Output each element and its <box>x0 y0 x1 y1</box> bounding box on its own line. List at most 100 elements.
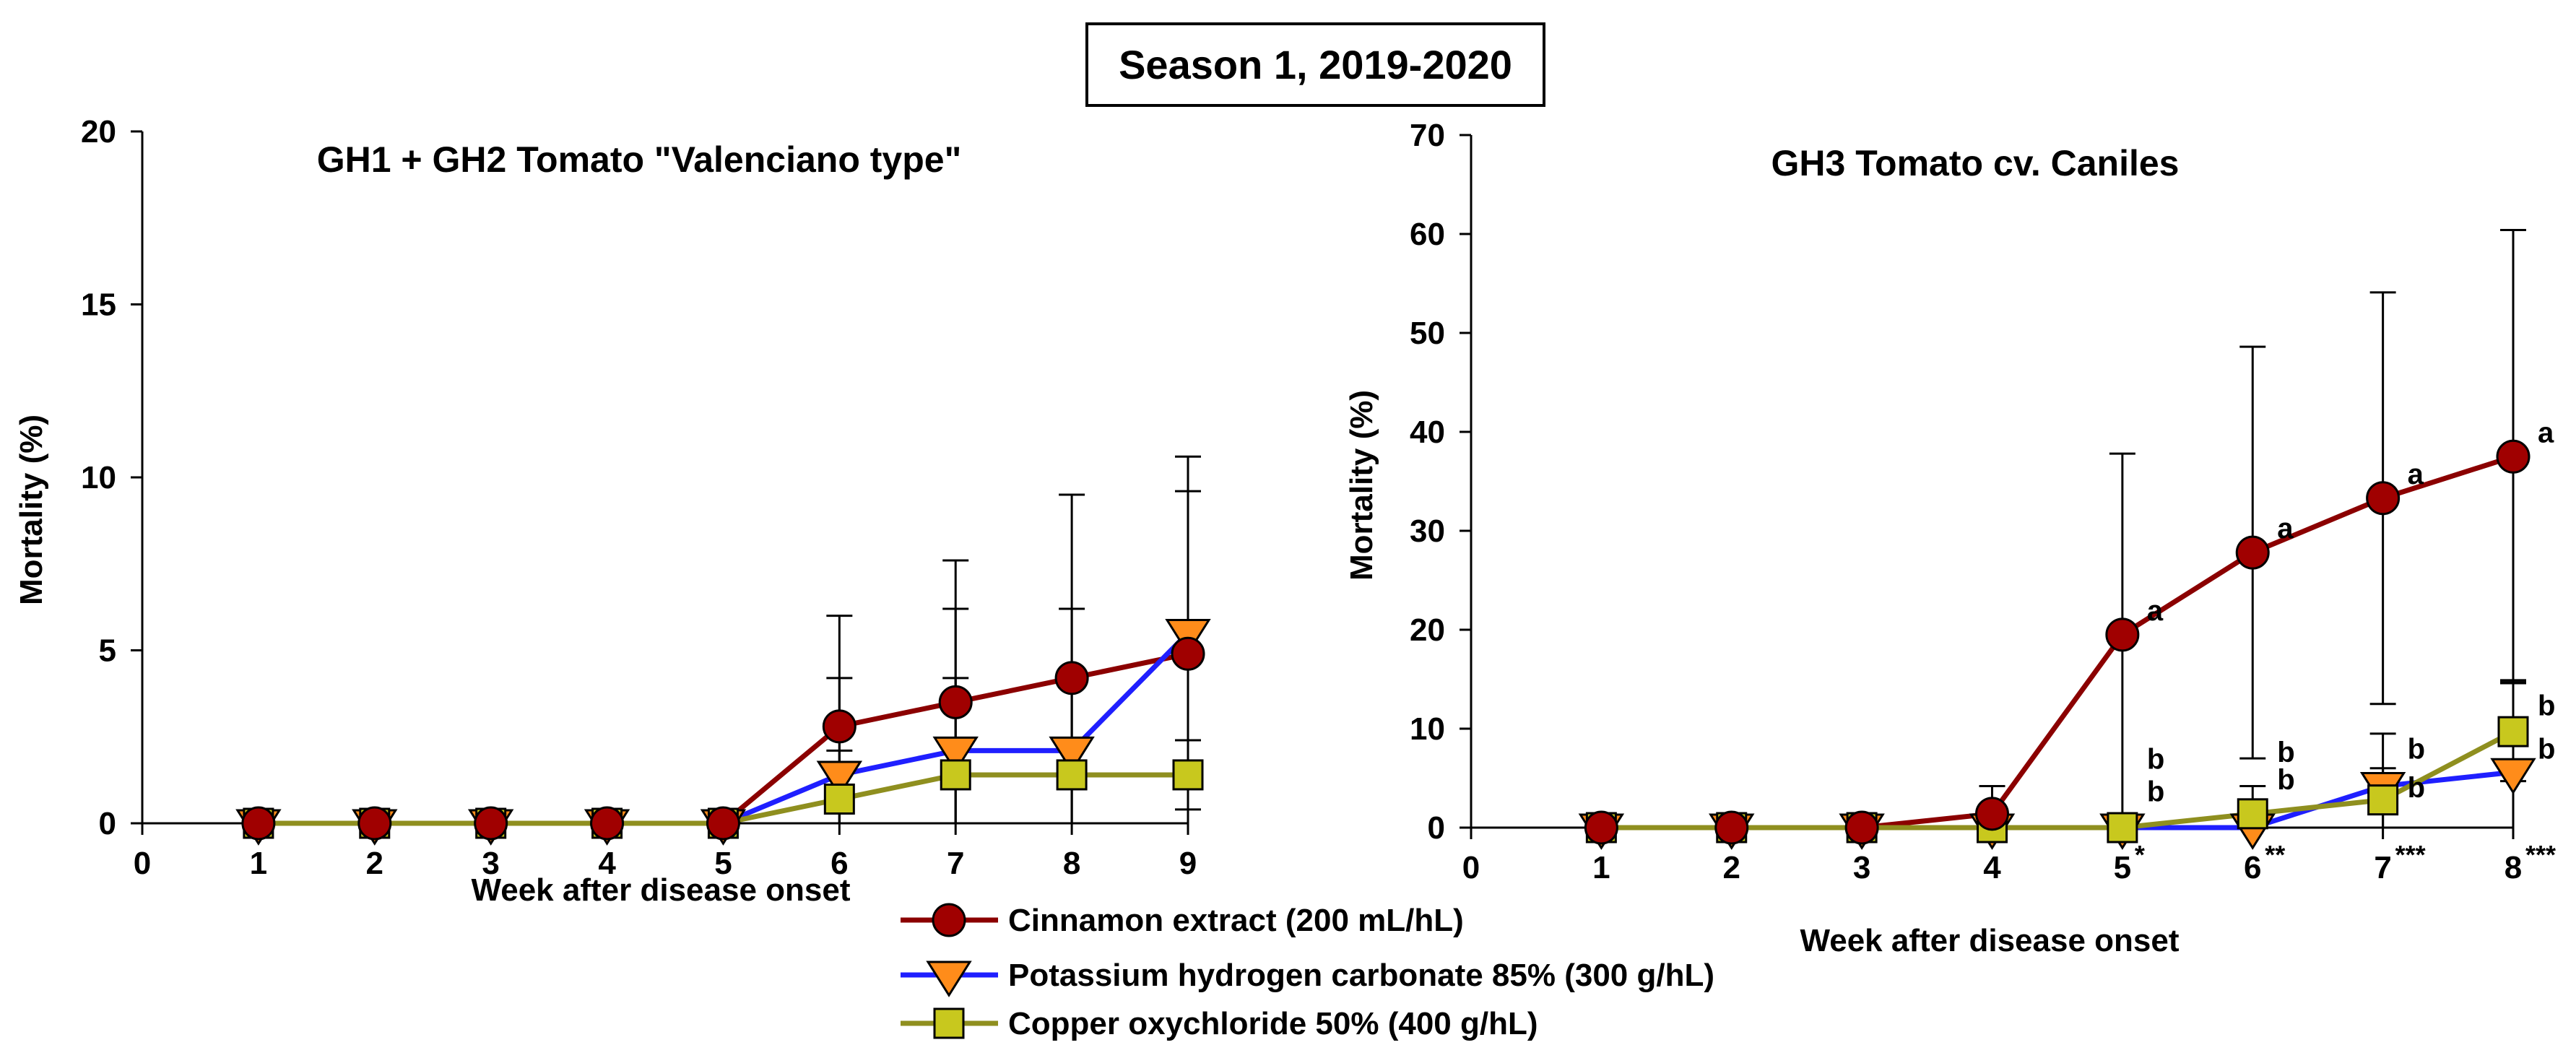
x-tick-label: 2 <box>366 846 383 881</box>
data-point <box>1165 619 1211 656</box>
x-tick-label: 0 <box>1462 850 1480 885</box>
significance-letter: a <box>2147 595 2164 627</box>
significance-letter: b <box>2277 737 2294 768</box>
chart-title: GH1 + GH2 Tomato "Valenciano type" <box>317 139 962 180</box>
data-point <box>357 806 392 841</box>
x-axis-title: Week after disease onset <box>1800 923 2180 958</box>
data-point <box>2366 481 2401 516</box>
y-tick-label: 0 <box>1428 810 1445 846</box>
data-point <box>706 806 740 841</box>
suptitle-text: Season 1, 2019-2020 <box>1119 42 1512 87</box>
x-tick-label: 4 <box>598 846 616 881</box>
legend: Cinnamon extract (200 mL/hL) Potassium hy… <box>901 903 1714 1041</box>
y-axis-title: Mortality (%) <box>14 415 49 605</box>
y-tick-label: 60 <box>1410 217 1445 252</box>
series-layer <box>235 455 1211 846</box>
x-tick-significance: ** <box>2265 840 2285 870</box>
x-tick-label: 2 <box>1723 850 1740 885</box>
x-tick-significance: *** <box>2395 840 2426 870</box>
data-point <box>2107 812 2138 844</box>
data-point <box>932 736 979 773</box>
data-point <box>2490 758 2536 795</box>
data-point <box>1171 636 1205 671</box>
y-tick-label: 40 <box>1410 415 1445 450</box>
suptitle-box: Season 1, 2019-2020 <box>1085 22 1545 107</box>
data-point <box>1056 759 1088 791</box>
y-tick-label: 50 <box>1410 316 1445 351</box>
legend-marker <box>933 1007 965 1039</box>
data-point <box>1714 810 1749 845</box>
significance-letter: a <box>2538 417 2554 448</box>
x-tick-label: 3 <box>1853 850 1870 885</box>
data-point <box>2497 716 2529 747</box>
significance-letter: a <box>2408 459 2424 490</box>
x-tick-label: 5 <box>2114 850 2131 885</box>
axis-ticks: 0 5 10 15 20 0 1 2 3 4 5 6 7 8 9 <box>81 114 1197 881</box>
x-tick-label: 7 <box>947 846 964 881</box>
y-tick-label: 20 <box>1410 612 1445 648</box>
legend-label: Cinnamon extract (200 mL/hL) <box>1008 903 1464 938</box>
chart-gh1-gh2: GH1 + GH2 Tomato "Valenciano type" Morta… <box>14 114 1211 908</box>
x-tick-label: 6 <box>831 846 848 881</box>
x-tick-label: 8 <box>2505 850 2522 885</box>
legend-label: Copper oxychloride 50% (400 g/hL) <box>1008 1006 1538 1041</box>
significance-letter: b <box>2538 734 2555 766</box>
data-point <box>2367 784 2399 816</box>
data-point <box>1172 759 1204 791</box>
significance-letter: b <box>2147 776 2164 808</box>
significance-letter: b <box>2147 743 2164 775</box>
y-tick-label: 70 <box>1410 118 1445 153</box>
legend-marker <box>926 961 972 997</box>
significance-letter: b <box>2277 764 2294 796</box>
data-point <box>590 806 625 841</box>
x-tick-label: 4 <box>1983 850 2001 885</box>
data-point <box>823 783 855 815</box>
significance-letter: b <box>2408 772 2425 804</box>
series-line <box>258 631 1190 826</box>
x-tick-label: 9 <box>1179 846 1197 881</box>
legend-label: Potassium hydrogen carbonate 85% (300 g/… <box>1008 958 1714 993</box>
significance-letter: b <box>2538 690 2555 721</box>
x-tick-label: 1 <box>250 846 267 881</box>
x-tick-label: 0 <box>134 846 151 881</box>
data-point <box>2496 439 2531 474</box>
data-point <box>241 806 276 841</box>
data-point <box>1054 661 1089 695</box>
x-axis-title: Week after disease onset <box>472 872 851 908</box>
data-point <box>1975 797 2009 831</box>
x-tick-label: 1 <box>1592 850 1610 885</box>
y-axis-title: Mortality (%) <box>1344 390 1379 581</box>
series-layer <box>1578 229 2536 850</box>
data-point <box>940 759 971 791</box>
x-tick-label: 8 <box>1063 846 1080 881</box>
significance-letter: a <box>2277 513 2294 545</box>
data-point <box>938 685 973 719</box>
x-tick-label: 7 <box>2374 850 2391 885</box>
chart-gh3: GH3 Tomato cv. Caniles Mortality (%) Wee… <box>1344 118 2556 958</box>
x-tick-significance: *** <box>2525 840 2556 870</box>
y-tick-label: 0 <box>99 806 116 841</box>
data-point <box>822 709 857 744</box>
data-point <box>1844 810 1879 845</box>
significance-letter: b <box>2408 734 2425 766</box>
data-point <box>1049 736 1095 773</box>
x-tick-label: 6 <box>2244 850 2261 885</box>
x-tick-label: 3 <box>482 846 499 881</box>
y-tick-label: 15 <box>81 287 116 323</box>
x-tick-significance: * <box>2135 840 2145 870</box>
y-tick-label: 20 <box>81 114 116 149</box>
y-tick-label: 10 <box>1410 711 1445 747</box>
chart-title: GH3 Tomato cv. Caniles <box>1771 143 2180 183</box>
y-tick-label: 10 <box>81 460 116 495</box>
y-tick-label: 30 <box>1410 513 1445 549</box>
series-line <box>258 651 1189 826</box>
data-point <box>474 806 508 841</box>
series-line <box>1601 729 2515 831</box>
y-tick-label: 5 <box>99 633 116 669</box>
legend-marker <box>932 903 966 937</box>
data-point <box>2237 798 2268 830</box>
data-point <box>1584 810 1618 845</box>
data-point <box>816 760 863 797</box>
